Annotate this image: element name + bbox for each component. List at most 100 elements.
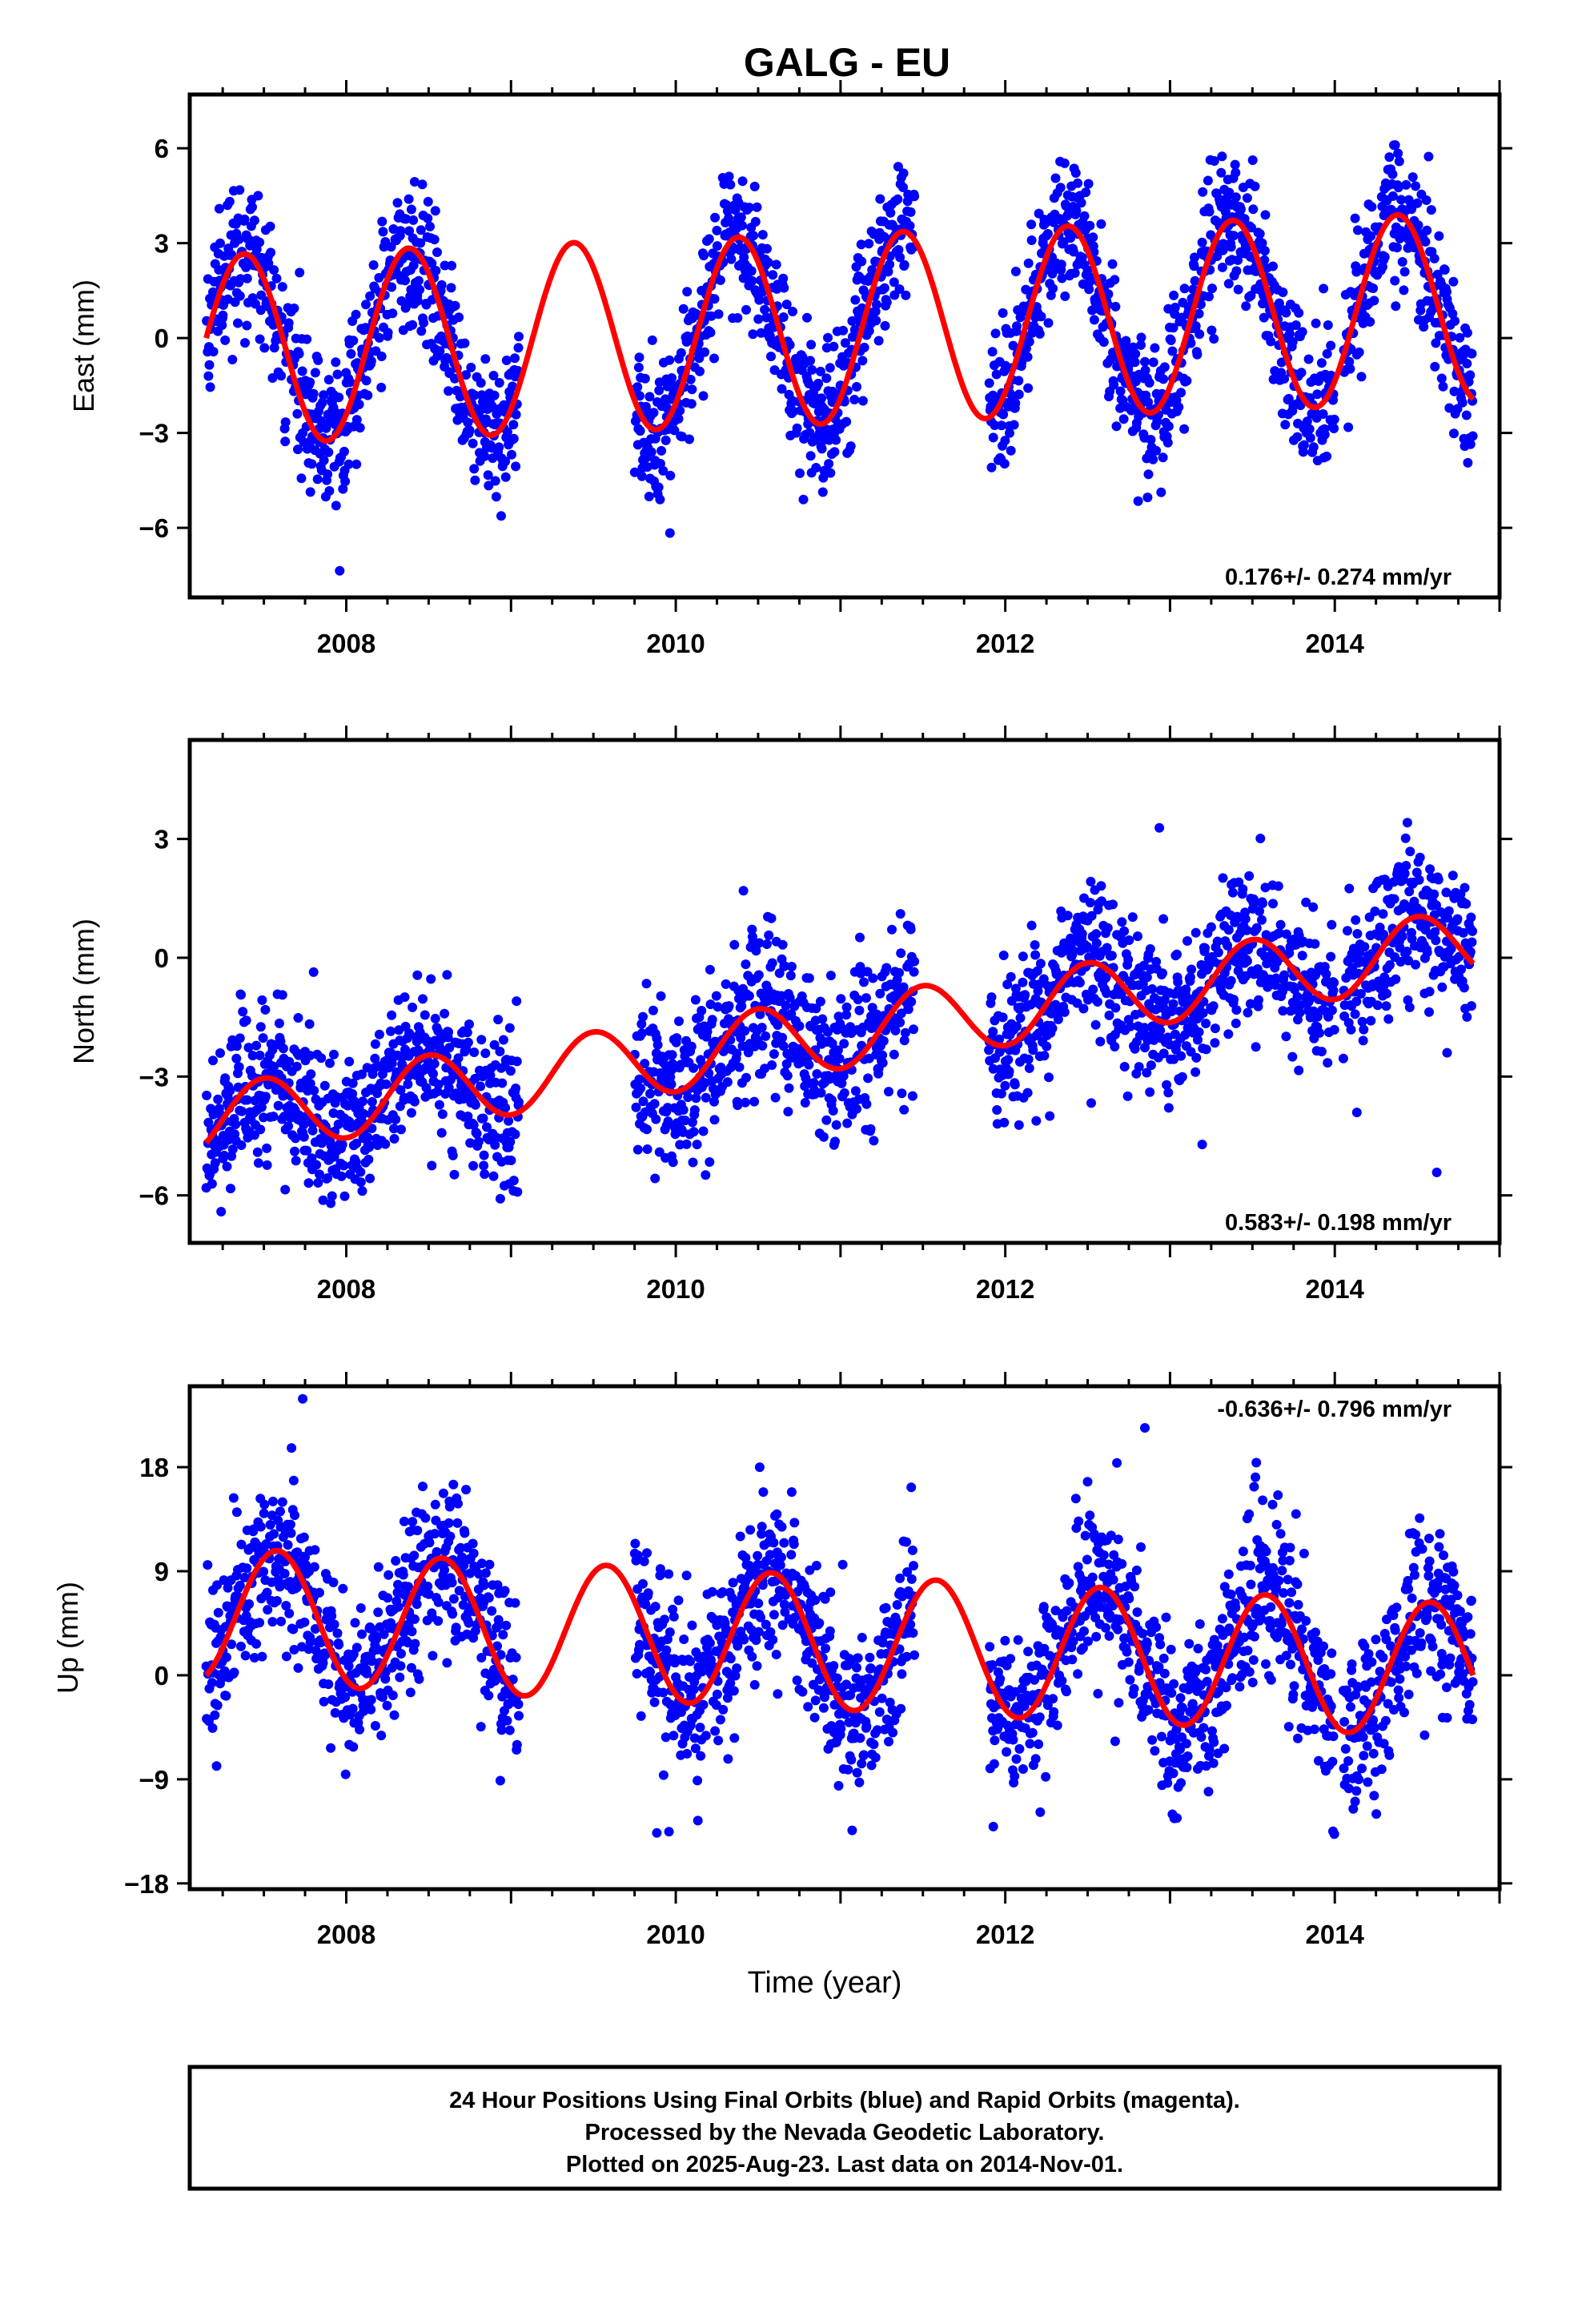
north-data-point [767, 958, 777, 968]
north-data-point [1326, 951, 1336, 962]
north-data-point [783, 1107, 793, 1117]
up-data-point [309, 1562, 319, 1572]
north-data-point [367, 1096, 377, 1107]
north-data-point [1191, 1067, 1201, 1077]
north-data-point [737, 1001, 747, 1011]
east-data-point [885, 207, 896, 218]
north-data-point [689, 1063, 699, 1073]
east-data-point [1393, 183, 1403, 193]
east-data-point [881, 297, 892, 308]
east-data-point [988, 432, 998, 443]
east-data-point [715, 275, 725, 285]
east-data-point [339, 446, 349, 456]
north-data-point [656, 991, 666, 1001]
north-data-point [1372, 1000, 1383, 1011]
north-data-point [1146, 1060, 1156, 1071]
north-data-point [1351, 915, 1361, 925]
north-data-point [645, 1088, 655, 1099]
east-data-point [1412, 198, 1423, 208]
north-data-point [865, 1124, 876, 1134]
east-data-point [1316, 358, 1327, 368]
north-data-point [836, 994, 846, 1004]
up-data-point [367, 1656, 377, 1667]
north-data-point [391, 1114, 401, 1124]
east-data-point [1076, 198, 1086, 208]
east-data-point [1442, 287, 1452, 297]
north-data-point [1292, 991, 1303, 1002]
north-data-point [1401, 861, 1411, 870]
east-data-point [302, 334, 312, 344]
east-data-point [1299, 440, 1309, 450]
east-data-point [387, 308, 398, 319]
up-data-point [424, 1589, 434, 1599]
east-data-point [792, 423, 802, 433]
up-data-point [351, 1642, 362, 1653]
north-data-point [825, 971, 836, 981]
north-data-point [1244, 870, 1255, 881]
north-axes-frame [187, 738, 1502, 1245]
east-data-point [1434, 231, 1444, 241]
north-data-point [674, 1016, 684, 1027]
north-data-point [827, 1039, 837, 1049]
north-data-point [442, 970, 452, 980]
north-data-point [403, 1079, 413, 1089]
up-data-point [366, 1695, 376, 1705]
up-data-point [492, 1641, 502, 1651]
east-data-point [677, 432, 687, 442]
east-data-point [500, 472, 511, 482]
north-data-point [1389, 894, 1399, 904]
up-data-point [430, 1499, 440, 1510]
north-data-point [771, 1038, 781, 1048]
up-data-point [476, 1722, 486, 1732]
north-data-point [252, 1147, 263, 1157]
east-data-point [698, 391, 709, 401]
east-data-point [749, 181, 760, 191]
east-data-point [864, 326, 874, 336]
north-data-point [705, 999, 716, 1010]
up-data-point [387, 1691, 398, 1700]
north-data-point [363, 1154, 374, 1164]
east-data-point [1236, 204, 1246, 215]
north-data-point [362, 1063, 372, 1073]
north-data-point [325, 1058, 335, 1068]
north-data-point [1154, 822, 1165, 833]
up-data-point [424, 1538, 435, 1548]
north-data-point [705, 964, 715, 975]
east-data-point [841, 416, 852, 427]
east-data-point [247, 202, 257, 212]
east-data-point [1260, 210, 1271, 220]
north-data-point [894, 967, 904, 978]
north-data-point [479, 1150, 489, 1160]
north-data-point [1026, 920, 1037, 931]
north-data-point [1047, 1023, 1058, 1034]
north-data-point [692, 1140, 702, 1150]
east-data-point [661, 435, 671, 445]
east-data-point [1022, 352, 1033, 362]
up-data-point [423, 1581, 433, 1591]
north-data-point [480, 1048, 491, 1059]
east-data-point [251, 299, 260, 309]
up-data-point [370, 1721, 380, 1731]
east-data-point [838, 325, 849, 336]
up-data-point [212, 1580, 223, 1590]
east-data-point [1190, 252, 1199, 263]
north-data-point [259, 1112, 269, 1123]
north-data-point [1062, 911, 1073, 921]
up-data-point [347, 1703, 358, 1714]
north-data-point [868, 973, 878, 983]
up-data-point [511, 1652, 521, 1663]
north-plot-area [201, 818, 1478, 1216]
north-data-point [1139, 1023, 1150, 1033]
up-data-point [452, 1518, 463, 1528]
east-data-point [1096, 219, 1106, 229]
north-data-point [986, 992, 997, 1003]
north-data-point [323, 1173, 333, 1183]
north-data-point [316, 1053, 327, 1063]
up-data-point [213, 1607, 223, 1618]
north-data-point [785, 971, 796, 981]
east-data-point [1462, 359, 1472, 368]
north-data-point [1151, 956, 1162, 967]
north-data-point [511, 1084, 521, 1093]
east-data-point [1056, 259, 1066, 270]
